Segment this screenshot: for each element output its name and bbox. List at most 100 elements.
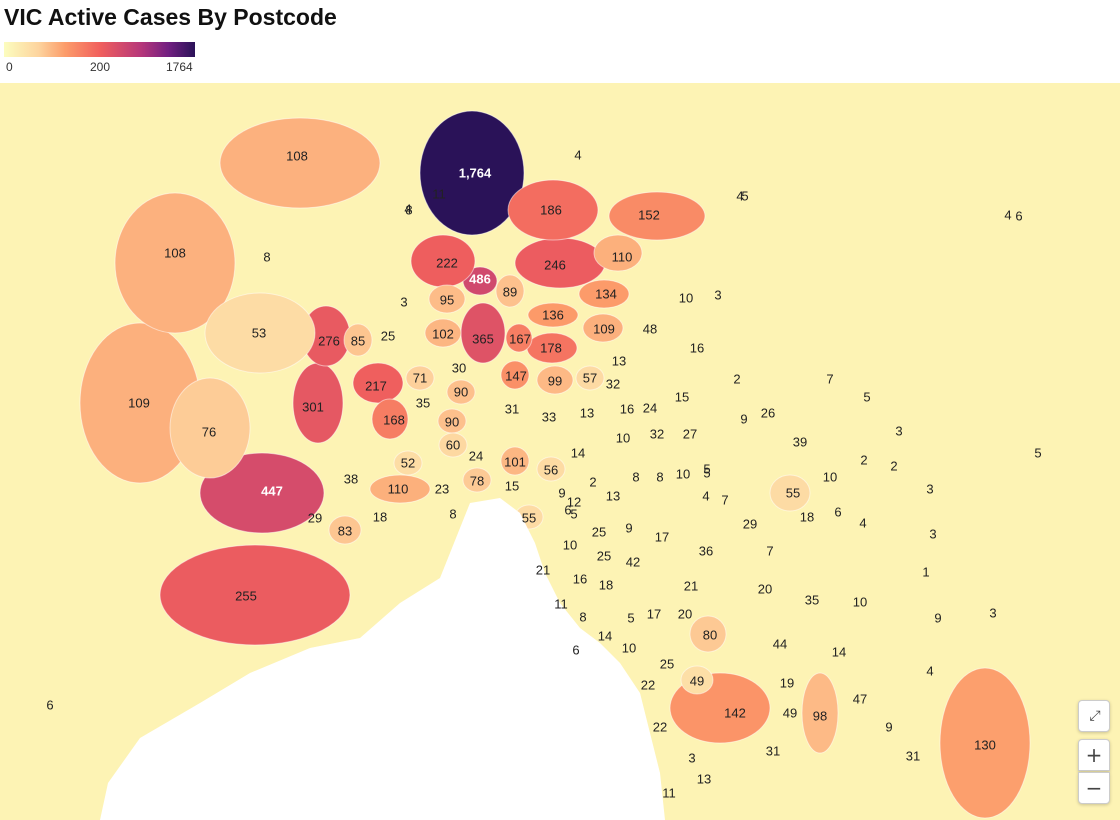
postcode-region[interactable] [169,377,251,479]
region-label: 9 [740,411,747,426]
postcode-region[interactable] [608,191,706,241]
postcode-region[interactable] [536,365,574,395]
postcode-region[interactable] [424,318,462,348]
region-label: 101 [504,454,526,469]
region-label: 8 [579,609,586,624]
postcode-region[interactable] [495,274,525,308]
postcode-region[interactable] [578,279,630,309]
region-label: 3 [929,526,936,541]
postcode-region[interactable] [507,179,599,241]
region-label: 4 [736,188,743,203]
region-label: 90 [445,414,459,429]
region-label: 5 [703,461,710,476]
postcode-region[interactable] [575,365,605,391]
region-label: 15 [505,478,519,493]
region-label: 301 [302,399,324,414]
postcode-region[interactable] [527,302,579,328]
region-label: 24 [643,400,657,415]
region-label: 9 [885,719,892,734]
region-label: 5 [570,506,577,521]
region-label: 11 [662,785,676,800]
postcode-region[interactable] [419,110,525,236]
postcode-region[interactable] [593,234,643,272]
postcode-region[interactable] [428,284,466,314]
postcode-region[interactable] [500,360,530,390]
region-label: 42 [626,554,640,569]
region-label: 36 [699,543,713,558]
zoom-out-button[interactable]: − [1078,772,1110,804]
page-title: VIC Active Cases By Postcode [4,4,337,30]
region-label: 26 [761,405,775,420]
postcode-region[interactable] [446,379,476,405]
region-label: 246 [544,257,566,272]
postcode-region[interactable] [393,450,423,476]
region-label: 57 [583,370,597,385]
region-label: 1 [922,564,929,579]
fullscreen-icon: ⤢ [1089,708,1100,724]
region-label: 10 [853,594,867,609]
postcode-region[interactable] [371,398,409,440]
region-label: 49 [690,673,704,688]
region-label: 47 [853,691,867,706]
region-label: 3 [926,481,933,496]
postcode-region[interactable] [769,474,811,512]
region-label: 8 [632,469,639,484]
region-label: 8 [263,249,270,264]
choropleth-map[interactable]: 1,764 486 447 365 301 276 255 246 222 217 186 178 16… [0,83,1120,820]
region-label: 99 [548,373,562,388]
postcode-region[interactable] [199,452,325,534]
region-label: 10 [679,290,693,305]
region-label: 222 [436,255,458,270]
region-label: 85 [351,333,365,348]
region-label: 136 [542,307,564,322]
postcode-region[interactable] [405,365,435,391]
zoom-in-button[interactable]: + [1078,739,1110,771]
postcode-region[interactable] [680,665,714,695]
region-label: 22 [653,719,667,734]
postcode-region[interactable] [343,323,373,357]
region-label: 24 [469,448,483,463]
region-label: 33 [542,409,556,424]
region-label: 11 [432,186,446,201]
postcode-region[interactable] [114,192,236,334]
region-label: 52 [401,455,415,470]
region-label: 6 [1015,208,1022,223]
region-label: 108 [164,245,186,260]
postcode-region[interactable] [536,456,566,482]
postcode-region[interactable] [500,446,530,476]
region-label: 21 [536,562,550,577]
region-label: 7 [721,492,728,507]
fullscreen-button[interactable]: ⤢ [1078,700,1110,732]
postcode-region[interactable] [204,292,316,374]
postcode-region[interactable] [159,544,351,646]
region-label: 78 [470,473,484,488]
postcode-region[interactable] [689,615,727,653]
region-label: 23 [435,481,449,496]
postcode-region[interactable] [328,515,362,545]
region-label: 29 [743,516,757,531]
postcode-region[interactable] [352,362,404,404]
region-label: 147 [505,368,527,383]
region-label: 186 [540,202,562,217]
postcode-region[interactable] [582,313,624,343]
region-label: 76 [202,424,216,439]
region-label: 8 [449,506,456,521]
region-label: 9 [625,520,632,535]
region-label: 7 [766,543,773,558]
postcode-region[interactable] [462,467,492,493]
postcode-region[interactable] [438,432,468,458]
map-canvas[interactable]: 1,76448644736530127625524622221718617816… [0,83,1120,820]
postcode-regions [79,110,1031,819]
region-label: 110 [612,249,633,264]
postcode-region[interactable] [801,672,839,754]
region-label: 4 [1004,207,1011,222]
postcode-region[interactable] [505,323,533,353]
postcode-region[interactable] [219,117,381,209]
postcode-region[interactable] [369,474,431,504]
region-label: 53 [252,325,266,340]
postcode-region[interactable] [939,667,1031,819]
region-label: 49 [783,705,797,720]
region-label: 13 [697,771,711,786]
region-label: 10 [823,469,837,484]
region-label: 10 [563,537,577,552]
